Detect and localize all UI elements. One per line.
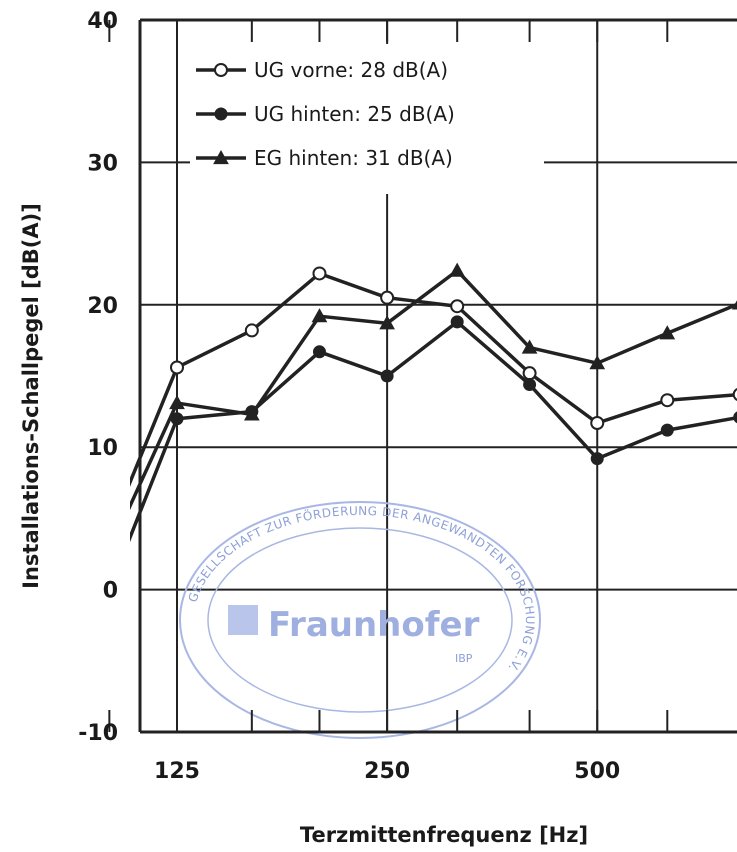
legend-label: EG hinten: 31 dB(A) <box>254 146 453 170</box>
data-point <box>523 378 537 392</box>
y-tick-label: -10 <box>78 721 118 746</box>
data-point <box>733 411 737 424</box>
y-tick-label: 10 <box>87 436 118 461</box>
data-point <box>590 452 604 466</box>
stamp-inner-ring <box>207 527 513 713</box>
y-tick-label: 0 <box>103 579 118 604</box>
series-layer <box>102 262 737 557</box>
data-point <box>311 308 328 323</box>
data-point <box>103 527 115 539</box>
data-point <box>450 299 465 314</box>
data-point <box>732 388 737 401</box>
data-point <box>521 339 538 354</box>
stamp-logo-text: Fraunhofer <box>268 605 480 645</box>
series-1 <box>103 266 737 539</box>
legend-marker <box>214 107 228 121</box>
x-tick-label: 500 <box>574 759 620 784</box>
data-point <box>312 266 327 281</box>
stamp-outer-ring <box>179 501 541 739</box>
legend-marker <box>214 63 228 77</box>
data-point <box>170 360 184 375</box>
x-tick-label: 250 <box>364 759 410 784</box>
data-point <box>660 393 675 408</box>
data-point <box>731 300 737 310</box>
axes: 403020100-10125250500100020004000Terzmit… <box>19 9 737 847</box>
data-point <box>102 544 116 557</box>
legend-marker <box>213 149 229 165</box>
x-tick-label: 125 <box>154 759 200 784</box>
series-line <box>130 271 737 487</box>
data-point <box>449 262 466 277</box>
y-axis-title: Installations-Schallpegel [dB(A)] <box>19 203 43 589</box>
series-line <box>130 320 737 543</box>
data-point <box>380 290 395 305</box>
legend: UG vorne: 28 dB(A) UG hinten: 25 dB(A) EG … <box>190 44 544 194</box>
y-tick-label: 20 <box>87 294 118 319</box>
series-3 <box>102 262 737 557</box>
x-axis-title: Terzmittenfrequenz [Hz] <box>300 823 588 847</box>
data-point <box>244 323 259 338</box>
series-line <box>130 268 737 511</box>
data-point <box>450 315 464 329</box>
legend-label: UG hinten: 25 dB(A) <box>254 102 455 126</box>
data-point <box>659 325 676 340</box>
data-point <box>243 406 260 421</box>
data-point <box>379 315 395 330</box>
institute-stamp: GESELLSCHAFT ZUR FÖRDERUNG DER ANGEWANDT… <box>179 501 541 739</box>
data-point <box>589 355 606 370</box>
data-point <box>312 345 326 359</box>
data-point <box>660 423 674 437</box>
data-point <box>380 369 394 383</box>
y-tick-label: 40 <box>87 9 118 34</box>
stamp-sub-text: IBP <box>455 652 473 665</box>
data-point <box>169 395 185 410</box>
stamp-logo-icon <box>228 605 258 635</box>
legend-label: UG vorne: 28 dB(A) <box>254 58 448 82</box>
y-tick-label: 30 <box>87 151 118 176</box>
data-point <box>522 366 537 381</box>
data-point <box>590 415 605 430</box>
legend-background <box>190 44 544 194</box>
